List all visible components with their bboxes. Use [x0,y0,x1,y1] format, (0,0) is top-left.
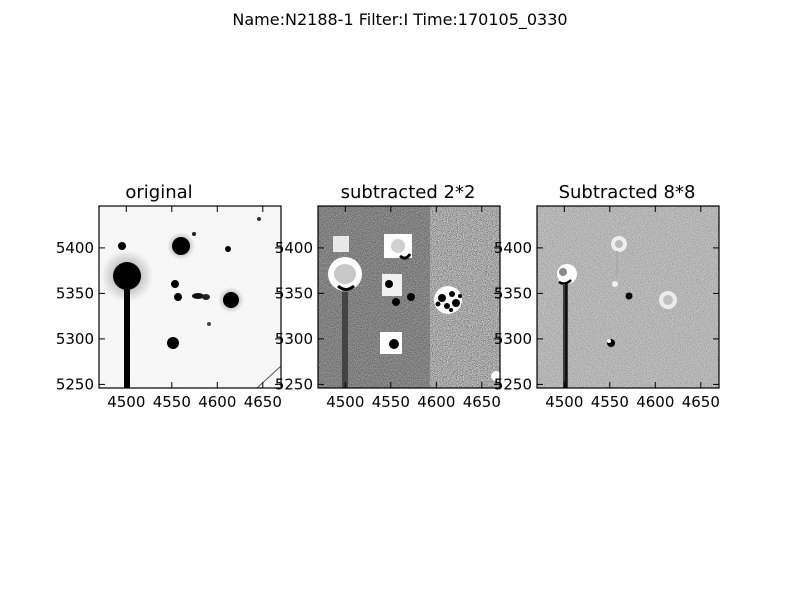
x-tick-label: 4650 [463,393,501,411]
star [207,322,211,326]
y-tick-label: 5400 [494,239,532,257]
y-tick-label: 5400 [56,239,94,257]
x-tick-label: 4500 [545,393,583,411]
bleed-trail [342,292,348,388]
image-subtracted-2x2: 4500 4550 4600 4650 5400 5350 5300 5250 [275,205,501,411]
y-tick-label: 5400 [275,239,313,257]
panel-subtracted-2x2: subtracted 2*2 [275,182,558,412]
star [257,217,261,221]
residual [434,286,462,314]
x-tick-label: 4550 [372,393,410,411]
y-tick-label: 5300 [275,330,313,348]
star [167,337,179,349]
y-tick-label: 5300 [494,330,532,348]
x-tick-label: 4600 [198,393,236,411]
star [192,293,204,299]
y-tick-label: 5250 [494,376,532,394]
image-subtracted-8x8: 4500 4550 4600 4650 5400 5350 5300 5250 [494,205,720,411]
x-tick-label: 4650 [682,393,720,411]
image-original: 4500 4550 4600 4650 5400 5350 5300 5250 [56,205,282,411]
y-tick-label: 5300 [56,330,94,348]
y-tick-label: 5350 [56,285,94,303]
x-tick-label: 4550 [153,393,191,411]
star [113,262,141,290]
star [171,280,179,288]
y-tick-label: 5250 [275,376,313,394]
star [174,293,182,301]
star [223,292,239,308]
panel-original: original [56,182,339,412]
star [225,246,231,252]
star [172,237,190,255]
star [192,232,196,236]
x-tick-label: 4650 [244,393,282,411]
star [118,242,126,250]
residual [334,264,356,284]
residual [407,293,415,301]
figure-title: Name:N2188-1 Filter:I Time:170105_0330 [232,10,568,29]
residual [625,292,633,300]
residual [612,281,618,287]
panel-title-subtracted-8x8: Subtracted 8*8 [558,182,696,203]
y-tick-label: 5350 [494,285,532,303]
star [202,294,210,300]
bleed-trail [124,288,130,388]
x-tick-label: 4600 [636,393,674,411]
x-tick-label: 4500 [107,393,145,411]
x-tick-label: 4550 [591,393,629,411]
panel-subtracted-8x8: Subtracted 8*8 [494,182,777,412]
panel-title-subtracted-2x2: subtracted 2*2 [340,182,476,203]
panel-title-original: original [125,182,193,203]
x-tick-label: 4600 [417,393,455,411]
y-tick-label: 5250 [56,376,94,394]
x-tick-label: 4500 [326,393,364,411]
y-tick-label: 5350 [275,285,313,303]
